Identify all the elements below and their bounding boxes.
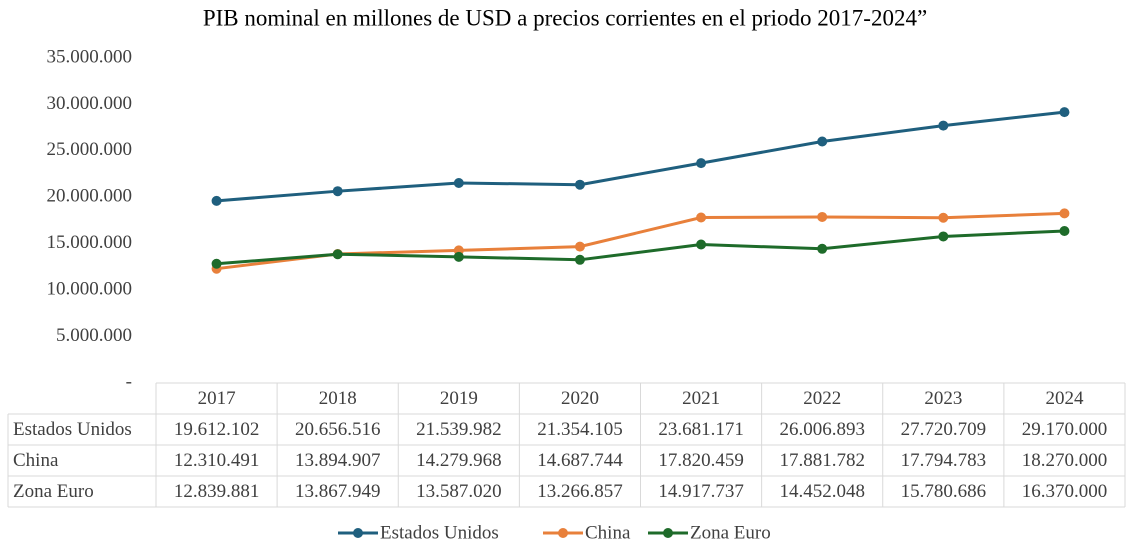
table-cell: 20.656.516: [295, 419, 381, 440]
y-tick-label: 5.000.000: [56, 325, 132, 346]
point: [453, 251, 464, 262]
point: [574, 179, 585, 190]
table-cell: 12.839.881: [174, 481, 260, 502]
chart-title: PIB nominal en millones de USD a precios…: [203, 5, 927, 30]
point: [332, 249, 343, 260]
point: [574, 254, 585, 265]
table-cell: 14.279.968: [416, 450, 502, 471]
table-cell: 13.867.949: [295, 481, 381, 502]
table-cell: 17.794.783: [901, 450, 987, 471]
y-tick-label: 35.000.000: [47, 46, 133, 67]
table-cell: 13.266.857: [537, 481, 623, 502]
x-tick-label: 2021: [682, 388, 720, 409]
table-cell: 21.354.105: [537, 419, 623, 440]
point: [574, 241, 585, 252]
table-cell: 13.587.020: [416, 481, 502, 502]
table-cell: 15.780.686: [901, 481, 987, 502]
point: [211, 258, 222, 269]
y-tick-label: 10.000.000: [47, 279, 133, 300]
legend-marker: [353, 528, 363, 538]
y-tick-label: 20.000.000: [47, 186, 133, 207]
y-tick-label: 25.000.000: [47, 139, 133, 160]
table-cell: 17.881.782: [779, 450, 865, 471]
point: [817, 243, 828, 254]
table-cell: 29.170.000: [1022, 419, 1108, 440]
table-cell: 27.720.709: [901, 419, 987, 440]
y-tick-label: -: [126, 371, 132, 392]
x-tick-label: 2022: [803, 388, 841, 409]
legend-label: China: [585, 522, 631, 543]
point: [1059, 225, 1070, 236]
row-label: Zona Euro: [13, 481, 94, 502]
x-tick-label: 2023: [924, 388, 962, 409]
point: [938, 120, 949, 131]
table-cell: 23.681.171: [658, 419, 744, 440]
table-cell: 14.452.048: [779, 481, 865, 502]
point: [817, 211, 828, 222]
table-cell: 19.612.102: [174, 419, 260, 440]
point: [1059, 107, 1070, 118]
series-line: [216, 110, 1065, 203]
row-label: Estados Unidos: [13, 419, 132, 440]
table-cell: 16.370.000: [1022, 481, 1108, 502]
table-cell: 14.917.737: [658, 481, 744, 502]
point: [696, 212, 707, 223]
table-cell: 26.006.893: [779, 419, 865, 440]
table-cell: 21.539.982: [416, 419, 502, 440]
point: [696, 239, 707, 250]
point: [938, 231, 949, 242]
x-tick-label: 2017: [198, 388, 236, 409]
x-tick-label: 2024: [1045, 388, 1084, 409]
table-cell: 18.270.000: [1022, 450, 1108, 471]
table-cell: 14.687.744: [537, 450, 623, 471]
table-cell: 13.894.907: [295, 450, 381, 471]
point: [938, 212, 949, 223]
legend-label: Estados Unidos: [380, 522, 499, 543]
legend-marker: [558, 528, 568, 538]
table-cell: 17.820.459: [658, 450, 744, 471]
point: [696, 158, 707, 169]
legend-marker: [663, 528, 673, 538]
point: [1059, 208, 1070, 219]
point: [453, 177, 464, 188]
y-tick-label: 15.000.000: [47, 232, 133, 253]
legend-label: Zona Euro: [690, 522, 771, 543]
row-label: China: [13, 450, 59, 471]
x-tick-label: 2018: [319, 388, 357, 409]
y-tick-label: 30.000.000: [47, 93, 133, 114]
x-tick-label: 2020: [561, 388, 599, 409]
series-line: [216, 229, 1065, 266]
point: [211, 195, 222, 206]
point: [817, 136, 828, 147]
x-tick-label: 2019: [440, 388, 478, 409]
series-line: [216, 211, 1065, 271]
point: [332, 186, 343, 197]
table-cell: 12.310.491: [174, 450, 260, 471]
